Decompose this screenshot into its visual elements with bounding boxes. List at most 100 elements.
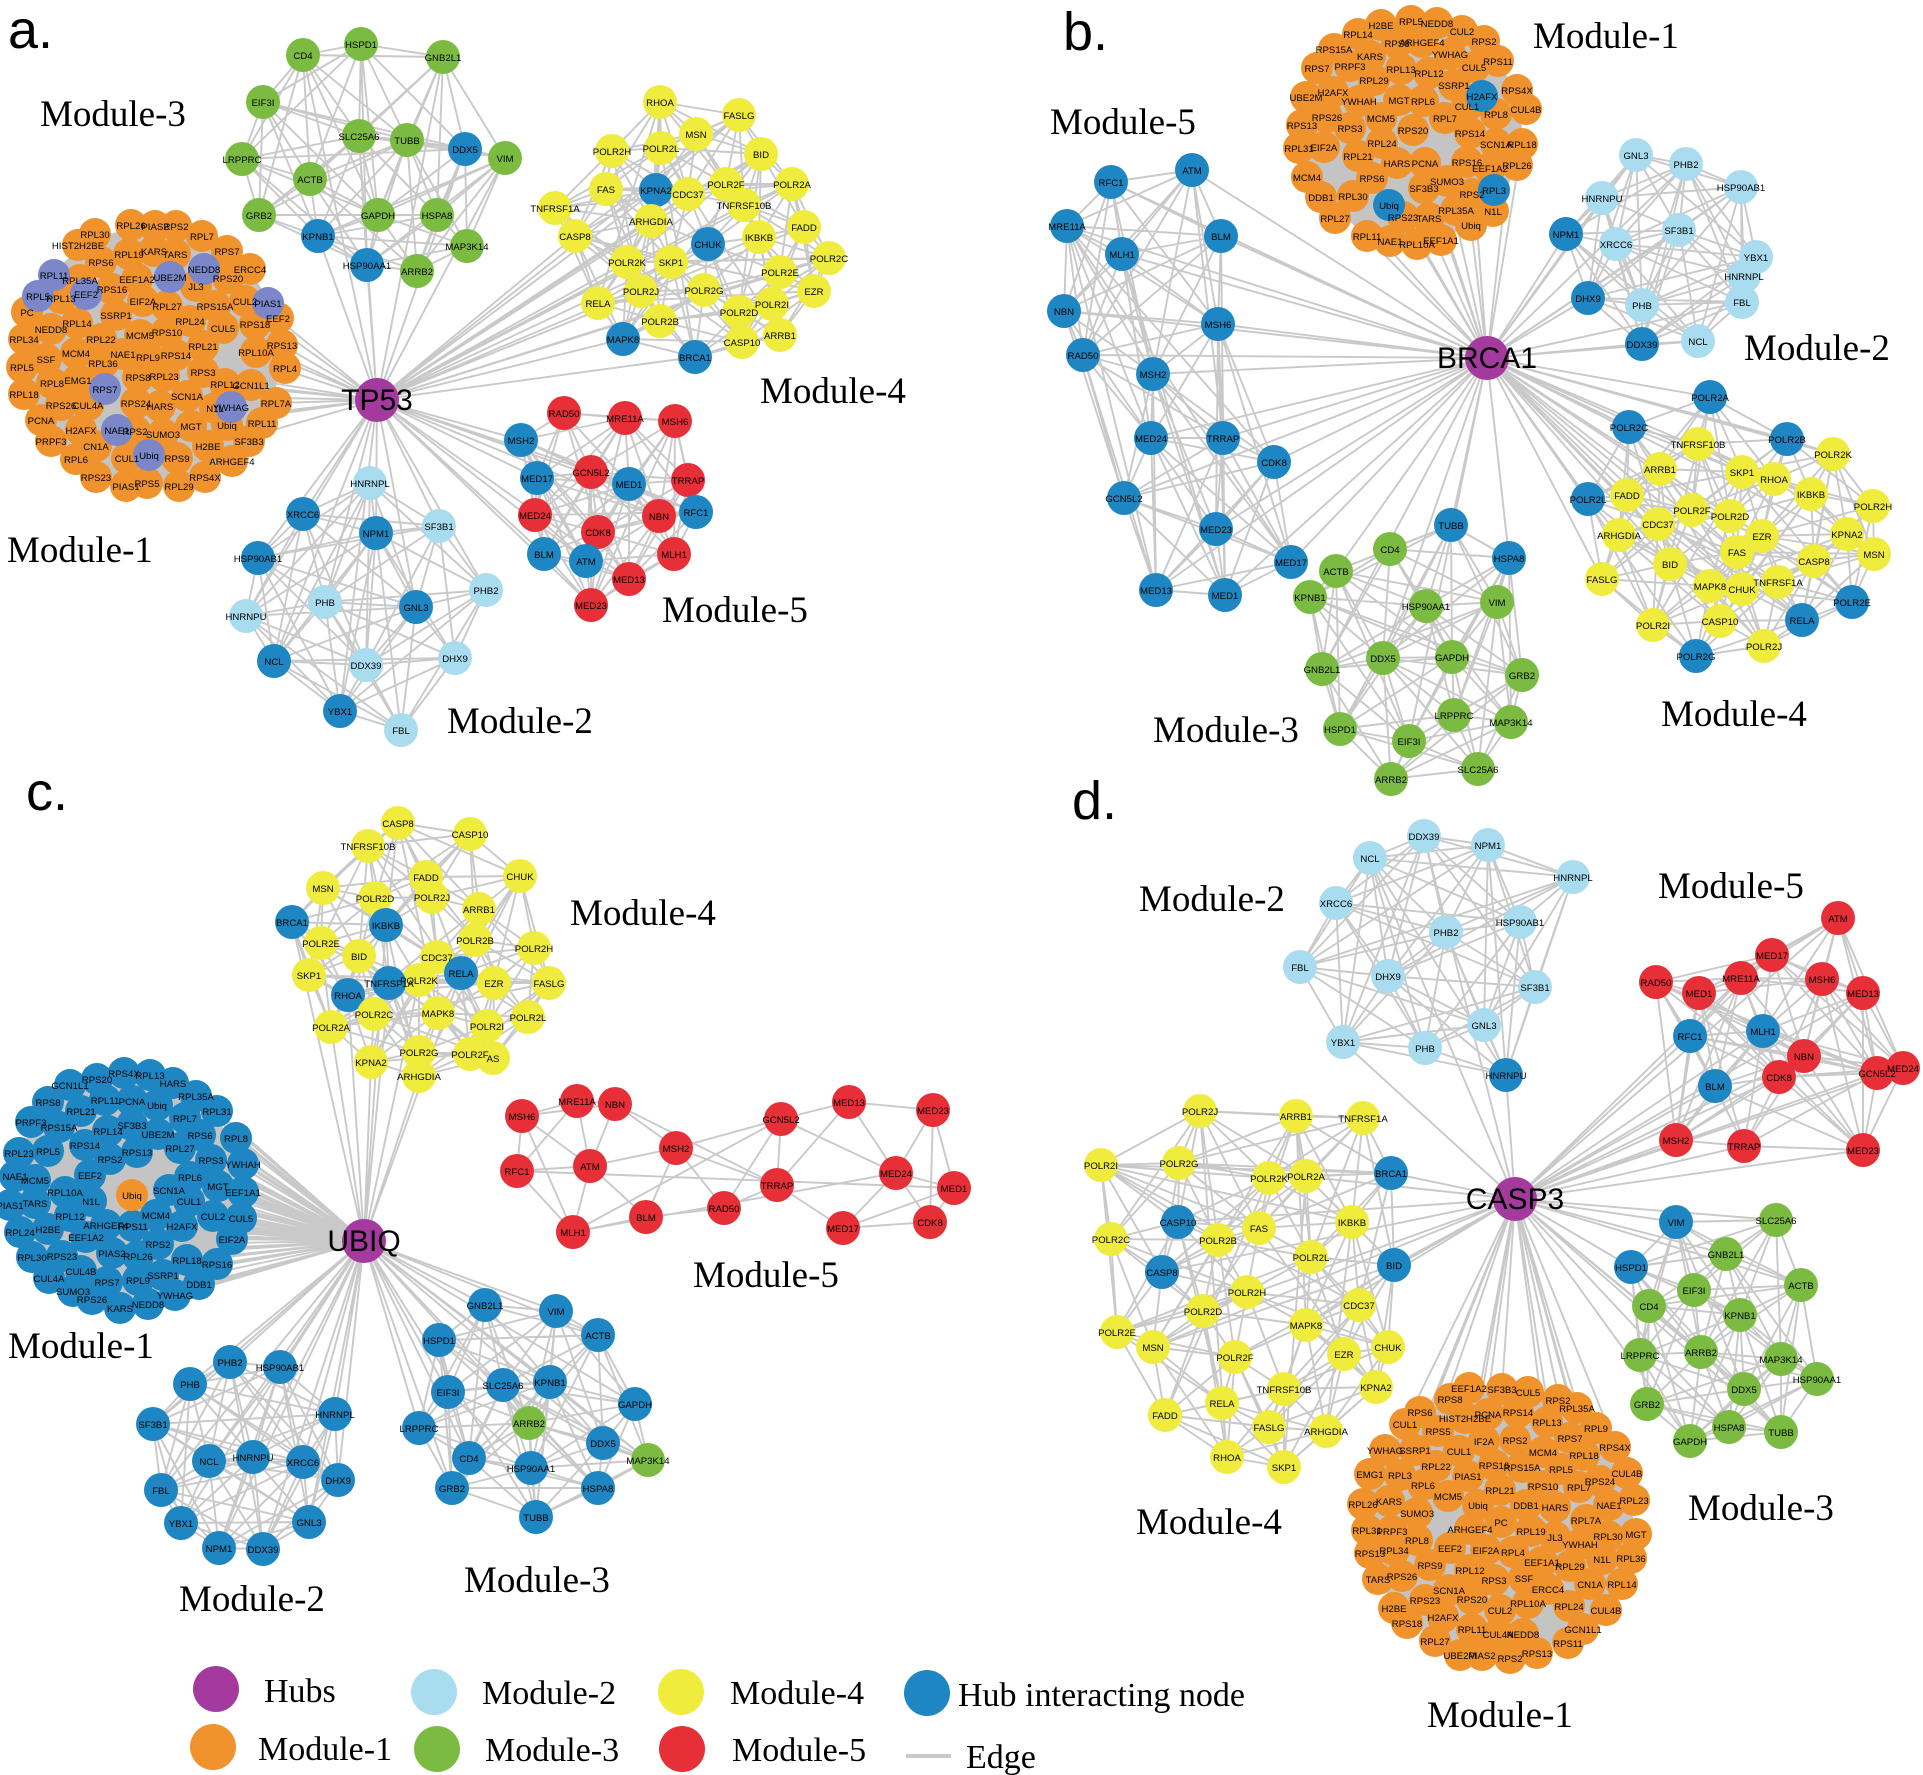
svg-text:PRPF3: PRPF3	[16, 1118, 47, 1129]
svg-text:SUMO3: SUMO3	[56, 1287, 90, 1298]
svg-text:RFC1: RFC1	[504, 1167, 529, 1178]
svg-text:NEDD8: NEDD8	[1507, 1630, 1540, 1641]
svg-text:RPL31: RPL31	[202, 1107, 231, 1118]
svg-text:YWHAG: YWHAG	[1367, 1446, 1403, 1457]
svg-text:POLR2B: POLR2B	[456, 936, 494, 947]
svg-text:PRPF3: PRPF3	[36, 437, 67, 448]
svg-text:RPL6: RPL6	[64, 455, 88, 466]
svg-text:POLR2C: POLR2C	[810, 254, 848, 265]
svg-text:RPS14: RPS14	[1455, 129, 1486, 140]
svg-text:RPS4X: RPS4X	[1501, 86, 1533, 97]
svg-text:MSH2: MSH2	[1663, 1136, 1690, 1147]
svg-text:MSH6: MSH6	[509, 1112, 536, 1123]
svg-text:Ubiq: Ubiq	[1379, 201, 1399, 212]
svg-text:POLR2J: POLR2J	[1746, 642, 1782, 653]
svg-text:ARRB2: ARRB2	[1685, 1348, 1717, 1359]
svg-text:MRE11A: MRE11A	[558, 1097, 596, 1108]
svg-text:EEF1A2: EEF1A2	[119, 275, 155, 286]
svg-text:TNFRSF10B: TNFRSF10B	[1257, 1385, 1312, 1396]
svg-text:PHB: PHB	[1632, 301, 1652, 312]
svg-text:Module-5: Module-5	[693, 1255, 839, 1296]
svg-text:NEDD8: NEDD8	[132, 1300, 165, 1311]
svg-text:RPS6: RPS6	[187, 1131, 212, 1142]
svg-text:RPS7: RPS7	[1557, 1434, 1582, 1445]
svg-text:ERCC4: ERCC4	[234, 265, 267, 276]
svg-text:RPS9: RPS9	[1417, 1561, 1442, 1572]
svg-text:PIAS2: PIAS2	[1468, 1651, 1495, 1662]
svg-text:GNB2L1: GNB2L1	[467, 1301, 504, 1312]
svg-text:Module-2: Module-2	[1139, 879, 1285, 920]
svg-text:KPNB1: KPNB1	[1724, 1311, 1755, 1322]
svg-text:Module-3: Module-3	[40, 94, 186, 135]
svg-text:POLR2F: POLR2F	[1673, 506, 1710, 517]
svg-text:EEF2: EEF2	[78, 1171, 102, 1182]
svg-text:DDX39: DDX39	[1409, 832, 1440, 843]
svg-text:RPL19: RPL19	[1516, 1527, 1545, 1538]
svg-text:HSPD1: HSPD1	[1615, 1263, 1647, 1274]
svg-text:GCN1L1: GCN1L1	[1564, 1625, 1601, 1636]
svg-text:GRB2: GRB2	[246, 211, 272, 222]
svg-text:MCM4: MCM4	[1293, 173, 1322, 184]
svg-text:RPS2: RPS2	[1497, 1654, 1522, 1665]
svg-text:HSPA8: HSPA8	[583, 1484, 614, 1495]
svg-text:POLR2L: POLR2L	[1293, 1253, 1330, 1264]
svg-text:NAE1: NAE1	[1596, 1501, 1621, 1512]
svg-text:CASP8: CASP8	[559, 232, 590, 243]
svg-text:LRPPRC: LRPPRC	[1435, 711, 1474, 722]
svg-text:MAP3K14: MAP3K14	[1489, 718, 1533, 729]
svg-text:RPS18: RPS18	[1392, 1619, 1422, 1630]
svg-text:HSPA8: HSPA8	[422, 211, 453, 222]
svg-text:FBL: FBL	[1733, 298, 1751, 309]
svg-text:MED23: MED23	[575, 601, 607, 612]
svg-text:RPL34: RPL34	[9, 335, 39, 346]
svg-text:SKP1: SKP1	[659, 258, 684, 269]
svg-text:GRB2: GRB2	[1634, 1400, 1660, 1411]
svg-text:RPL30: RPL30	[1593, 1532, 1622, 1543]
svg-text:POLR2A: POLR2A	[1691, 393, 1729, 404]
svg-text:MCM5: MCM5	[1434, 1492, 1462, 1503]
svg-text:NCL: NCL	[199, 1457, 219, 1468]
svg-text:HSP90AA1: HSP90AA1	[1793, 1375, 1842, 1386]
svg-text:CDC37: CDC37	[421, 953, 452, 964]
svg-text:RPL8: RPL8	[1405, 1536, 1429, 1547]
svg-text:FASLG: FASLG	[534, 979, 565, 990]
svg-text:RPS8: RPS8	[1437, 1395, 1462, 1406]
svg-text:RPL9: RPL9	[126, 1276, 150, 1287]
svg-text:RPL29: RPL29	[1555, 1562, 1584, 1573]
svg-text:RPL7: RPL7	[1433, 114, 1457, 125]
svg-text:HSPD1: HSPD1	[1324, 725, 1356, 736]
svg-text:PIAS1: PIAS1	[0, 1201, 24, 1212]
svg-text:GNB2L1: GNB2L1	[425, 53, 462, 64]
svg-text:RPS23: RPS23	[1388, 213, 1418, 224]
svg-text:VIM: VIM	[1488, 598, 1505, 609]
svg-text:POLR2I: POLR2I	[1084, 1161, 1118, 1172]
svg-text:POLR2K: POLR2K	[400, 976, 438, 987]
svg-text:MED24: MED24	[519, 511, 552, 522]
svg-text:MED23: MED23	[1200, 525, 1232, 536]
svg-text:POLR2D: POLR2D	[1711, 512, 1749, 523]
svg-text:POLR2J: POLR2J	[623, 287, 659, 298]
svg-text:POLR2C: POLR2C	[355, 1010, 393, 1021]
svg-text:POLR2G: POLR2G	[1677, 652, 1716, 663]
svg-text:MED17: MED17	[1275, 558, 1307, 569]
svg-text:MAP3K14: MAP3K14	[1759, 1355, 1803, 1366]
svg-text:RPS15A: RPS15A	[1316, 45, 1353, 56]
svg-text:POLR2C: POLR2C	[1092, 1235, 1130, 1246]
svg-text:RPL7A: RPL7A	[261, 399, 292, 410]
svg-text:KPNB1: KPNB1	[534, 1378, 565, 1389]
svg-text:GCN5L2: GCN5L2	[572, 468, 609, 479]
svg-text:EEF2: EEF2	[74, 290, 98, 301]
svg-text:c.: c.	[26, 762, 68, 822]
svg-text:RPL6: RPL6	[1411, 1481, 1435, 1492]
svg-text:TNFRSF1A: TNFRSF1A	[530, 204, 580, 215]
svg-text:RPL10A: RPL10A	[238, 348, 274, 359]
svg-text:RPS13: RPS13	[1287, 121, 1317, 132]
svg-text:CDC37: CDC37	[1343, 1301, 1374, 1312]
svg-text:CUL1: CUL1	[177, 1197, 202, 1208]
svg-text:SF3B1: SF3B1	[1664, 226, 1693, 237]
svg-text:GAPDH: GAPDH	[618, 1400, 652, 1411]
svg-text:CUL4B: CUL4B	[1511, 105, 1542, 116]
svg-text:PIAS1: PIAS1	[254, 299, 281, 310]
svg-text:CD4: CD4	[1380, 545, 1400, 556]
svg-text:CUL1: CUL1	[1393, 1420, 1418, 1431]
